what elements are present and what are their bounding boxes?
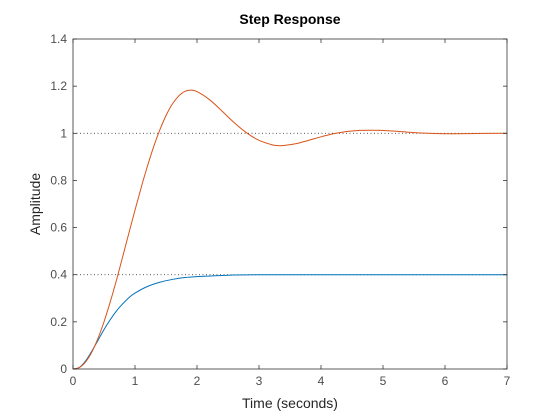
x-axis-label: Time (seconds) <box>242 395 338 411</box>
x-tick-label: 5 <box>380 374 387 388</box>
x-tick-label: 1 <box>132 374 139 388</box>
chart-title: Step Response <box>239 11 340 27</box>
y-tick-label: 1.4 <box>50 32 67 46</box>
series-layer <box>72 89 508 370</box>
x-tick-label: 6 <box>442 374 449 388</box>
y-tick-label: 1.2 <box>50 79 67 93</box>
x-tick-label: 4 <box>318 374 325 388</box>
y-tick-label: 1 <box>60 126 67 140</box>
y-tick-label: 0.8 <box>50 173 67 187</box>
axes-box <box>72 38 508 370</box>
x-tick-labels: 0 1 2 3 4 5 6 7 <box>70 374 511 388</box>
series-line-2 <box>72 89 508 370</box>
y-tick-label: 0.6 <box>50 221 67 235</box>
x-tick-label: 0 <box>70 374 77 388</box>
y-tick-label: 0.2 <box>50 315 67 329</box>
y-tick-label: 0 <box>60 362 67 376</box>
y-axis-label: Amplitude <box>27 173 43 235</box>
x-tick-label: 7 <box>504 374 511 388</box>
y-tick-labels: 0 0.2 0.4 0.6 0.8 1 1.2 1.4 <box>50 32 67 376</box>
y-tick-label: 0.4 <box>50 268 67 282</box>
x-tick-label: 3 <box>256 374 263 388</box>
x-tick-label: 2 <box>194 374 201 388</box>
plot-area <box>73 39 507 369</box>
